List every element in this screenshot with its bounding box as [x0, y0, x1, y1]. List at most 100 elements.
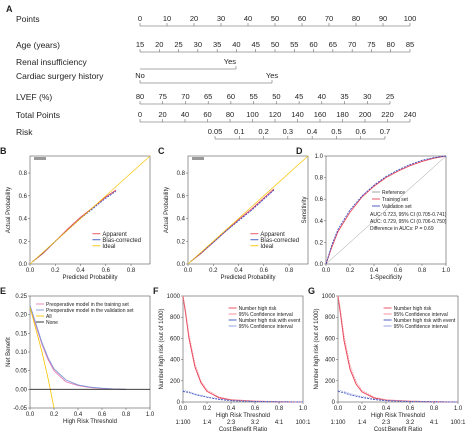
legend-entry: Training set — [382, 197, 409, 203]
nomogram-row-label: Risk — [16, 127, 33, 137]
series-line — [325, 155, 447, 265]
y-tick-label: 0.4 — [19, 217, 28, 223]
roc-annotation: AUC: 0.723, 95% CI (0.705-0.741) — [370, 212, 447, 218]
nomogram-tick-label: 55 — [290, 40, 298, 49]
nomogram-tick-label: 20 — [190, 14, 198, 23]
legend-entry: Ideal — [102, 244, 115, 250]
x2-tick-label: 1:100 — [175, 420, 191, 426]
nomogram-tick-label: 30 — [363, 92, 371, 101]
x-axis-label: High Risk Threshold — [371, 413, 425, 419]
nomogram-tick-label: 0.3 — [283, 127, 293, 136]
x2-tick-label: 100:1 — [295, 420, 311, 426]
nomogram-tick-label: No — [135, 71, 145, 80]
y-tick-label: 0.10 — [15, 350, 27, 356]
x-tick-label: 0.4 — [74, 412, 83, 418]
y-tick-label: 800 — [325, 315, 336, 321]
x-axis-label: High Risk Threshold — [216, 413, 270, 419]
x2-tick-label: 3:2 — [406, 420, 415, 426]
y-tick-label: 0 — [332, 400, 336, 406]
nomogram-tick-label: 140 — [291, 110, 304, 119]
nomogram-tick-label: 55 — [249, 92, 257, 101]
nomogram-tick-label: Yes — [266, 71, 278, 80]
y-axis-label: Actual Probability — [6, 187, 12, 233]
nomogram-tick-label: 0.1 — [234, 127, 244, 136]
panel-label-b: B — [0, 146, 7, 156]
x-axis-label: Predicted Probability — [220, 275, 275, 281]
nomogram-tick-label: 0.4 — [307, 127, 317, 136]
nomogram-tick-label: 20 — [158, 110, 166, 119]
y-tick-label: 1000 — [322, 294, 336, 300]
nomogram-tick-label: Yes — [224, 57, 236, 66]
y-axis-label: Number high risk (out of 1000) — [159, 308, 165, 389]
nomogram-tick-label: 70 — [325, 14, 333, 23]
nomogram-tick-label: 75 — [159, 92, 167, 101]
nomogram-tick-label: 100 — [246, 110, 259, 119]
y-tick-label: 0.6 — [19, 194, 28, 200]
plot-frame — [187, 155, 309, 265]
y-tick-label: 800 — [170, 315, 181, 321]
nomogram-tick-label: 15 — [136, 40, 144, 49]
nomogram-tick-label: 40 — [232, 40, 240, 49]
x-axis-label: 1-Specificity — [370, 275, 402, 281]
nomogram-tick-label: 60 — [227, 92, 235, 101]
x-tick-label: 0.2 — [203, 406, 212, 412]
plot-frame — [337, 295, 459, 403]
panel-label-d: D — [296, 146, 303, 156]
legend-entry: Bias-corrected — [260, 238, 299, 244]
nomogram-tick-label: 0.2 — [258, 127, 268, 136]
nomogram-tick-label: 50 — [271, 40, 279, 49]
series-line — [190, 189, 275, 263]
x-tick-label: 0.8 — [418, 268, 427, 274]
nomogram-tick-label: 30 — [194, 40, 202, 49]
x-tick-label: 0.0 — [184, 268, 193, 274]
y-tick-label: 600 — [170, 336, 181, 342]
panel-label-a: A — [6, 4, 13, 14]
panel-label-g: G — [308, 286, 315, 296]
nomogram-tick-label: 0 — [138, 14, 142, 23]
nomogram-tick-label: 60 — [298, 14, 306, 23]
x-tick-label: 0.6 — [406, 406, 415, 412]
series-line — [182, 390, 304, 403]
legend-entry: 95% Confidence interval — [239, 312, 293, 318]
nomogram-tick-label: 90 — [379, 14, 387, 23]
nomogram-tick-label: 25 — [386, 92, 394, 101]
legend-entry: Ideal — [260, 244, 273, 250]
x-tick-label: 0.0 — [26, 268, 35, 274]
x2-tick-label: 1:100 — [330, 420, 346, 426]
y-tick-label: 0.0 — [177, 262, 186, 268]
x-tick-label: 0.6 — [98, 412, 107, 418]
roc-annotation: Difference in AUCs: P = 0.69 — [370, 226, 434, 232]
x-tick-label: 0.4 — [382, 406, 391, 412]
nomogram-row-label: Renal insufficiency — [16, 57, 87, 67]
legend-entry: All — [46, 314, 52, 320]
x-axis-label: High Risk Threshold — [63, 419, 117, 425]
nomogram-tick-label: 65 — [204, 92, 212, 101]
legend-entry: Apparent — [260, 232, 285, 238]
roc-annotation: AUC: 0.729, 95% CI (0.706-0.750) — [370, 219, 447, 225]
nomogram-tick-label: 80 — [387, 40, 395, 49]
x-tick-label: 0.6 — [102, 268, 111, 274]
nomogram-tick-label: 75 — [367, 40, 375, 49]
panel-label-e: E — [0, 286, 6, 296]
y-tick-label: 0.8 — [19, 171, 28, 177]
nomogram-tick-label: 0 — [138, 110, 142, 119]
x-tick-label: 0.4 — [227, 406, 236, 412]
nomogram-tick-label: 120 — [269, 110, 282, 119]
nomogram-tick-label: 45 — [252, 40, 260, 49]
x-tick-label: 0.0 — [334, 406, 343, 412]
nomogram-row-label: Points — [16, 14, 40, 24]
x-axis-label: Predicted Probability — [62, 275, 117, 281]
nomogram-tick-label: 40 — [244, 14, 252, 23]
x2-tick-label: 3:2 — [251, 420, 260, 426]
nomogram-tick-label: 65 — [329, 40, 337, 49]
nomogram-tick-label: 180 — [336, 110, 349, 119]
nomogram-tick-label: 40 — [318, 92, 326, 101]
series-line — [182, 389, 304, 403]
nomogram-tick-label: 40 — [181, 110, 189, 119]
x-tick-label: 0.0 — [322, 268, 331, 274]
nomogram-tick-label: 220 — [381, 110, 394, 119]
nomogram-tick-label: 45 — [295, 92, 303, 101]
nomogram-tick-label: 0.7 — [380, 127, 390, 136]
x2-tick-label: 4:1 — [430, 420, 439, 426]
